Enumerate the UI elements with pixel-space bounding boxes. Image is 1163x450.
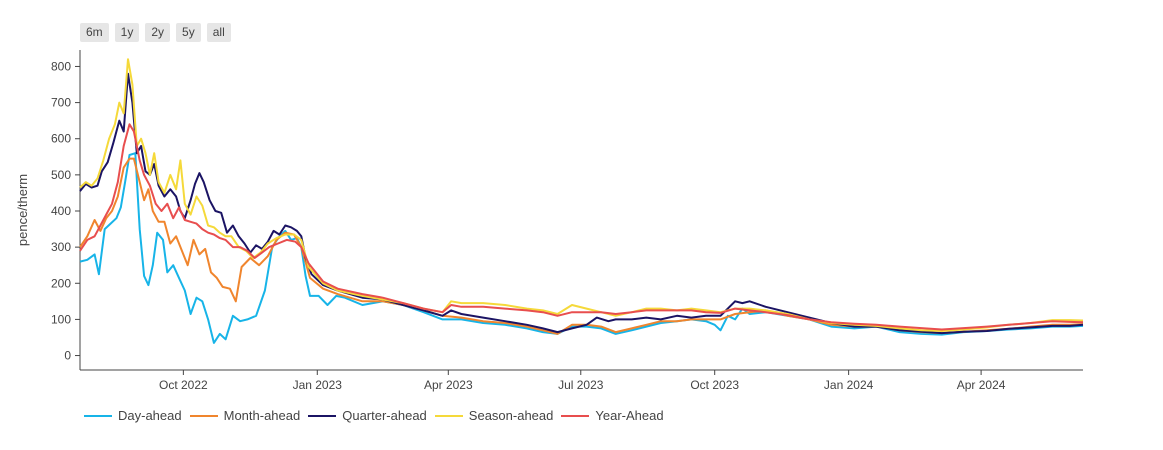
- x-tick-label: Oct 2023: [690, 378, 739, 392]
- series-line-quarter-ahead: [79, 72, 1084, 335]
- range-button-1y[interactable]: 1y: [114, 23, 140, 42]
- legend-item-season-ahead[interactable]: Season-ahead: [434, 408, 554, 423]
- x-tick-label: Apr 2023: [424, 378, 473, 392]
- legend-label: Season-ahead: [468, 408, 554, 423]
- y-tick-label: 500: [51, 168, 71, 182]
- series-line-year-ahead: [79, 123, 1084, 331]
- legend: Day-ahead Month-ahead Quarter-ahead Season-…: [84, 408, 668, 423]
- legend-swatch: [561, 414, 590, 417]
- legend-item-day-ahead[interactable]: Day-ahead: [84, 408, 182, 423]
- legend-item-month-ahead[interactable]: Month-ahead: [189, 408, 301, 423]
- legend-label: Year-Ahead: [595, 408, 664, 423]
- y-tick-label: 100: [51, 312, 71, 326]
- axes: 0 100 200 300 400 500 600 700 800 Oct 2022 Jan 202…: [51, 50, 1083, 392]
- x-tick-label: Jul 2023: [558, 378, 604, 392]
- x-tick-label: Oct 2022: [159, 378, 208, 392]
- legend-swatch: [308, 414, 337, 417]
- x-tick-label: Jan 2024: [824, 378, 874, 392]
- y-tick-label: 300: [51, 240, 71, 254]
- range-button-6m[interactable]: 6m: [80, 23, 109, 42]
- x-tick-label: Jan 2023: [293, 378, 343, 392]
- range-button-5y[interactable]: 5y: [176, 23, 201, 42]
- legend-swatch: [84, 414, 112, 417]
- series-line-day-ahead: [79, 152, 1084, 344]
- x-tick-label: Apr 2024: [957, 378, 1006, 392]
- range-selector: 6m 1y 2y 5y all: [80, 23, 231, 42]
- legend-swatch: [189, 414, 218, 417]
- y-tick-label: 700: [51, 96, 71, 110]
- legend-label: Month-ahead: [223, 408, 301, 423]
- y-axis-label: pence/therm: [15, 174, 30, 246]
- range-button-2y[interactable]: 2y: [145, 23, 171, 42]
- legend-item-year-ahead[interactable]: Year-Ahead: [561, 408, 664, 423]
- y-tick-label: 400: [51, 204, 71, 218]
- y-tick-label: 200: [51, 276, 71, 290]
- y-tick-label: 0: [64, 349, 71, 363]
- legend-label: Day-ahead: [118, 408, 182, 423]
- y-tick-label: 800: [51, 59, 71, 73]
- range-button-all[interactable]: all: [206, 23, 231, 42]
- legend-label: Quarter-ahead: [342, 408, 427, 423]
- legend-swatch: [434, 414, 463, 417]
- y-tick-label: 600: [51, 132, 71, 146]
- legend-item-quarter-ahead[interactable]: Quarter-ahead: [308, 408, 427, 423]
- series-layer: [79, 58, 1084, 344]
